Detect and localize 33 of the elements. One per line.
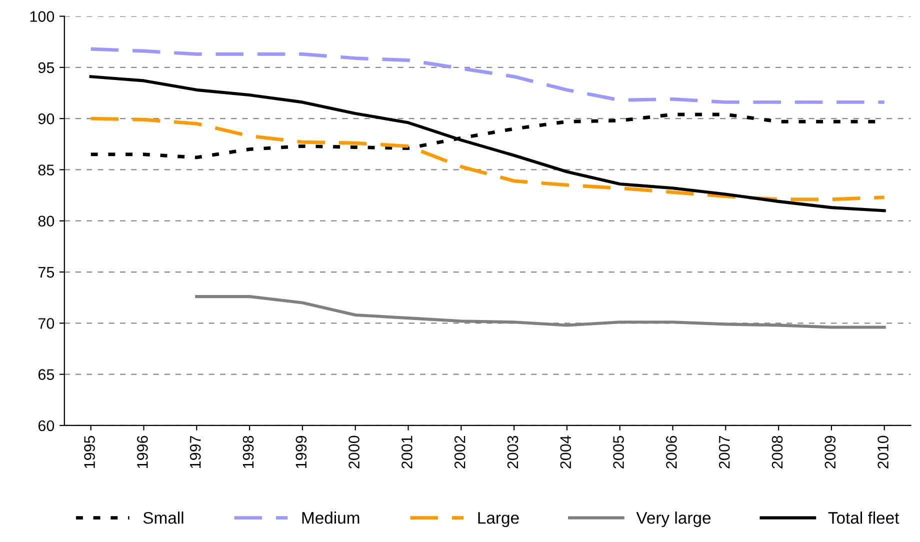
x-tick-label: 2007 [718, 436, 730, 468]
line-series [89, 75, 886, 212]
line-series [89, 47, 886, 104]
x-tick-label: 2009 [824, 436, 836, 468]
y-tick-label: 85 [38, 164, 54, 176]
legend-label: Medium [302, 512, 360, 524]
x-tick-label: 2000 [348, 436, 360, 468]
legend-label: Very large [636, 512, 711, 528]
y-tick-label: 80 [38, 216, 54, 227]
x-tick-label: 2001 [402, 436, 412, 468]
y-tick-label: 70 [38, 318, 54, 329]
legend-label: Small [143, 512, 184, 524]
x-tick-label: 2008 [772, 436, 783, 468]
y-tick-label: 60 [38, 420, 54, 432]
x-tick-label: 1995 [84, 436, 95, 468]
x-tick-label: 2006 [666, 436, 677, 468]
x-tick-label: 1996 [137, 436, 148, 468]
x-tick-label: 2002 [454, 436, 466, 468]
x-tick-label: 2003 [507, 436, 518, 468]
x-tick-label: 2010 [878, 436, 888, 468]
legend-label: Total fleet [828, 512, 900, 524]
x-tick-label: 1998 [242, 436, 254, 468]
x-tick-label: 2004 [560, 436, 572, 468]
legend-label: Large [478, 512, 519, 528]
line-series [89, 116, 886, 202]
y-tick-label: 75 [38, 267, 54, 278]
y-tick-label: 100 [30, 11, 54, 22]
x-tick-label: 1999 [296, 436, 307, 468]
y-tick-label: 95 [38, 62, 54, 74]
x-tick-label: 1997 [190, 436, 201, 468]
x-tick-label: 2005 [613, 436, 624, 468]
y-tick-label: 90 [38, 113, 54, 124]
y-tick-label: 65 [38, 369, 54, 380]
